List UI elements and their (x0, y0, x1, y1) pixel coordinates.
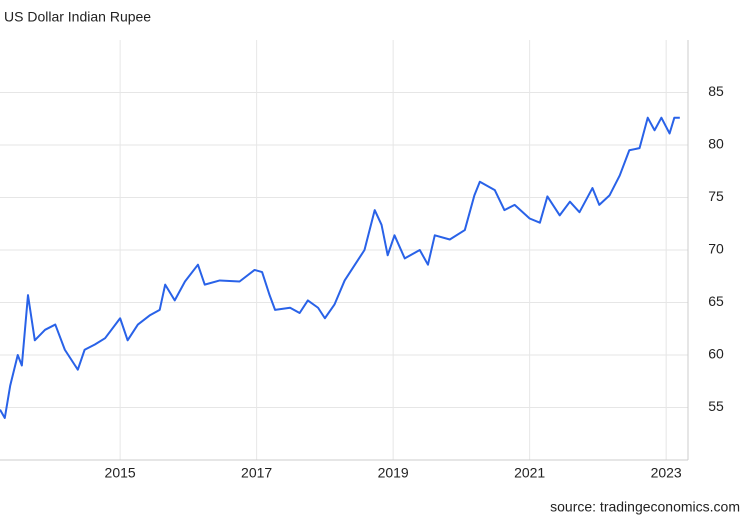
series-line (0, 116, 680, 419)
y-tick-label: 85 (708, 83, 724, 99)
y-tick-label: 65 (708, 293, 724, 309)
y-tick-label: 60 (708, 346, 724, 362)
x-tick-label: 2019 (378, 465, 409, 481)
chart-title: US Dollar Indian Rupee (4, 9, 151, 25)
x-tick-label: 2015 (105, 465, 136, 481)
y-tick-label: 70 (708, 241, 724, 257)
source: source: tradingeconomics.com (550, 499, 740, 515)
y-tick-label: 80 (708, 136, 724, 152)
x-tick-label: 2023 (651, 465, 682, 481)
x-tick-label: 2021 (514, 465, 545, 481)
y-tick-label: 75 (708, 188, 724, 204)
y-tick-label: 55 (708, 398, 724, 414)
x-tick-label: 2017 (241, 465, 272, 481)
